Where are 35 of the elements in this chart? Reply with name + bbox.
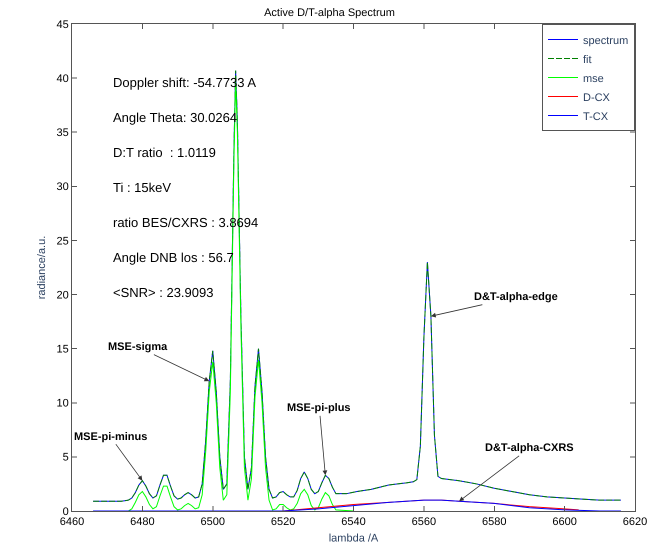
annotation: MSE-pi-plus — [287, 402, 351, 414]
y-tick-label: 5 — [62, 452, 69, 464]
x-tick-label: 6600 — [552, 516, 577, 528]
x-tick-label: 6500 — [200, 516, 225, 528]
legend-label: mse — [583, 72, 604, 85]
x-tick-label: 6520 — [270, 516, 296, 528]
annotation: D:T ratio : 1.0119 — [113, 145, 216, 160]
legend-label: D-CX — [583, 92, 611, 104]
chart-title: Active D/T-alpha Spectrum — [264, 7, 395, 20]
legend-label: T-CX — [583, 110, 609, 123]
legend-label: spectrum — [583, 34, 628, 47]
y-tick-label: 20 — [56, 289, 69, 302]
annotation: MSE-pi-minus — [74, 431, 148, 443]
y-tick-label: 0 — [62, 506, 69, 518]
x-tick-label: 6580 — [482, 516, 506, 528]
x-tick-label: 6540 — [341, 516, 366, 528]
y-tick-label: 10 — [56, 398, 69, 410]
y-tick-label: 45 — [56, 18, 69, 31]
y-tick-label: 30 — [56, 181, 69, 194]
annotation: <SNR> : 23.9093 — [113, 285, 214, 300]
annotation: MSE-sigma — [108, 341, 168, 353]
annotation: D&T-alpha-CXRS — [485, 442, 574, 454]
x-tick-label: 6620 — [622, 516, 648, 528]
x-tick-label: 6460 — [60, 516, 84, 528]
y-tick-label: 15 — [56, 344, 69, 356]
x-axis-title: lambda /A — [328, 532, 379, 544]
x-tick-label: 6480 — [130, 516, 155, 528]
x-tick-label: 6560 — [412, 516, 436, 528]
y-axis-title: radiance/a.u. — [36, 236, 48, 300]
annotation: Ti : 15keV — [113, 180, 172, 195]
y-tick-label: 40 — [56, 72, 69, 85]
legend-label: fit — [583, 54, 592, 66]
y-tick-label: 35 — [56, 127, 69, 140]
annotation: D&T-alpha-edge — [474, 291, 558, 303]
y-tick-label: 25 — [56, 235, 69, 248]
